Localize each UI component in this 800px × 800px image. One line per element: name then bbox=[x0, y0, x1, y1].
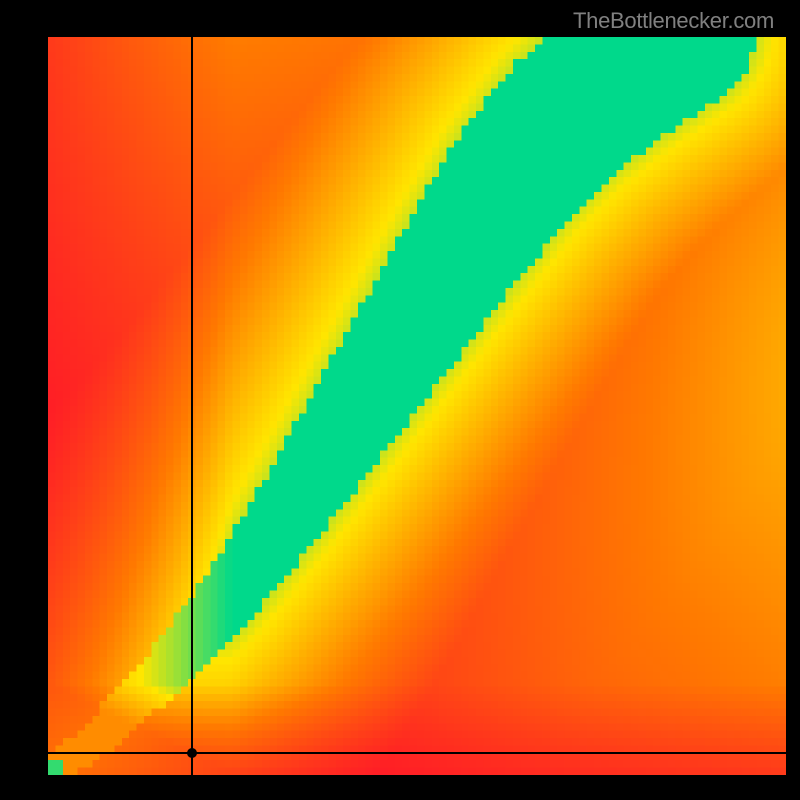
bottleneck-heatmap bbox=[48, 37, 786, 775]
attribution-text: TheBottlenecker.com bbox=[573, 8, 774, 34]
crosshair-horizontal bbox=[48, 752, 786, 753]
crosshair-vertical bbox=[191, 37, 192, 775]
crosshair-marker bbox=[187, 748, 197, 758]
